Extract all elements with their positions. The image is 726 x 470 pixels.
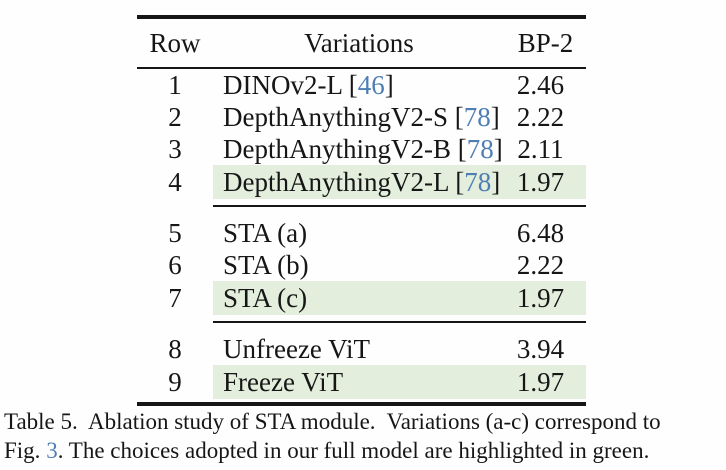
citation-close-bracket: ]: [384, 69, 394, 100]
row-band: DepthAnythingV2-B [78] 2.11: [213, 133, 586, 165]
row-band: DINOv2-L [46] 2.46: [213, 69, 586, 101]
row-band: STA (a) 6.48: [213, 217, 586, 249]
citation-number[interactable]: 78: [463, 101, 491, 132]
citation-number[interactable]: 78: [464, 166, 492, 197]
row-number: 4: [168, 166, 182, 197]
table-row: 5 STA (a) 6.48: [137, 217, 586, 249]
row-number: 8: [168, 333, 182, 364]
caption-fig-text: Fig.: [4, 438, 47, 463]
table-row: 4 DepthAnythingV2-L [78] 1.97: [137, 165, 586, 199]
bp2-value: 2.11: [517, 133, 564, 164]
variation-cell: Unfreeze ViT: [213, 334, 505, 365]
citation-close-bracket: ]: [491, 166, 501, 197]
row-number: 7: [168, 282, 182, 313]
row-number: 5: [168, 217, 182, 248]
variation-name: STA (a): [223, 217, 308, 248]
row-number: 2: [168, 101, 182, 132]
citation-open-bracket: [: [455, 166, 465, 197]
row-number: 1: [168, 69, 182, 100]
citation-number[interactable]: 78: [466, 133, 494, 164]
table-header-row: Row Variations BP-2: [137, 19, 586, 67]
group-separator-rule: [213, 321, 586, 323]
row-band: Unfreeze ViT 3.94: [213, 333, 586, 365]
table-row: 6 STA (b) 2.22: [137, 249, 586, 281]
table-row: 1 DINOv2-L [46] 2.46: [137, 69, 586, 101]
table-top-rule: [137, 15, 586, 19]
citation-close-bracket: ]: [493, 133, 503, 164]
header-variations-label: Variations: [304, 27, 414, 58]
row-band: Freeze ViT 1.97: [213, 365, 586, 399]
variation-cell: STA (a): [213, 218, 505, 249]
bp2-value: 3.94: [516, 333, 565, 364]
table-row: 7 STA (c) 1.97: [137, 281, 586, 315]
bp2-value: 1.97: [516, 366, 565, 397]
citation-open-bracket: [: [348, 69, 358, 100]
variation-name: DepthAnythingV2-L: [223, 166, 456, 197]
bp2-value: 2.22: [516, 101, 565, 132]
variation-cell: DINOv2-L [46]: [213, 70, 505, 101]
row-number: 9: [168, 366, 182, 397]
caption-tail-text: . The choices adopted in our full model …: [57, 438, 650, 463]
variation-cell: STA (b): [213, 250, 505, 281]
row-band: STA (b) 2.22: [213, 249, 586, 281]
bp2-value: 1.97: [516, 166, 565, 197]
header-bp2-label: BP-2: [517, 27, 574, 58]
variation-cell: STA (c): [213, 283, 505, 314]
citation-link[interactable]: [78]: [455, 167, 500, 197]
table-row: 9 Freeze ViT 1.97: [137, 365, 586, 399]
citation-number[interactable]: 46: [357, 69, 385, 100]
header-row-label: Row: [149, 27, 201, 58]
bp2-value: 2.46: [516, 69, 565, 100]
citation-open-bracket: [: [457, 133, 467, 164]
caption-line-2: Fig. 3. The choices adopted in our full …: [4, 436, 724, 465]
table-row: 8 Unfreeze ViT 3.94: [137, 333, 586, 365]
table-bottom-rule: [137, 402, 586, 406]
variation-cell: DepthAnythingV2-B [78]: [213, 134, 505, 165]
variation-name: DepthAnythingV2-S: [223, 101, 455, 132]
variation-name: STA (c): [223, 282, 308, 313]
figure-link[interactable]: 3: [46, 438, 58, 463]
citation-close-bracket: ]: [490, 101, 500, 132]
group-separator-rule: [213, 205, 586, 207]
row-band: DepthAnythingV2-L [78] 1.97: [213, 165, 586, 199]
table-row: 2 DepthAnythingV2-S [78] 2.22: [137, 101, 586, 133]
variation-name: STA (b): [223, 249, 309, 280]
bp2-value: 2.22: [516, 249, 565, 280]
table-row: 3 DepthAnythingV2-B [78] 2.11: [137, 133, 586, 165]
table-header-rule: [137, 67, 586, 69]
citation-link[interactable]: [78]: [458, 134, 503, 164]
variation-cell: DepthAnythingV2-S [78]: [213, 102, 505, 133]
table-caption: Table 5. Ablation study of STA module. V…: [4, 407, 724, 465]
variation-name: DINOv2-L: [223, 69, 349, 100]
paper-table: Row Variations BP-2 1 DINOv2-L [46] 2.46…: [137, 15, 586, 406]
caption-line-1: Table 5. Ablation study of STA module. V…: [4, 409, 661, 434]
bp2-value: 1.97: [516, 282, 565, 313]
row-band: DepthAnythingV2-S [78] 2.22: [213, 101, 586, 133]
variation-name: DepthAnythingV2-B: [223, 133, 458, 164]
variation-cell: DepthAnythingV2-L [78]: [213, 167, 505, 198]
bp2-value: 6.48: [516, 217, 565, 248]
citation-link[interactable]: [78]: [455, 102, 500, 132]
table-body: 1 DINOv2-L [46] 2.46 2 DepthAnythingV2-S…: [137, 69, 586, 399]
row-band: STA (c) 1.97: [213, 281, 586, 315]
row-number: 3: [168, 133, 182, 164]
variation-name: Unfreeze ViT: [223, 333, 371, 364]
citation-open-bracket: [: [454, 101, 464, 132]
row-number: 6: [168, 249, 182, 280]
citation-link[interactable]: [46]: [349, 70, 394, 100]
variation-name: Freeze ViT: [223, 366, 344, 397]
variation-cell: Freeze ViT: [213, 367, 505, 398]
